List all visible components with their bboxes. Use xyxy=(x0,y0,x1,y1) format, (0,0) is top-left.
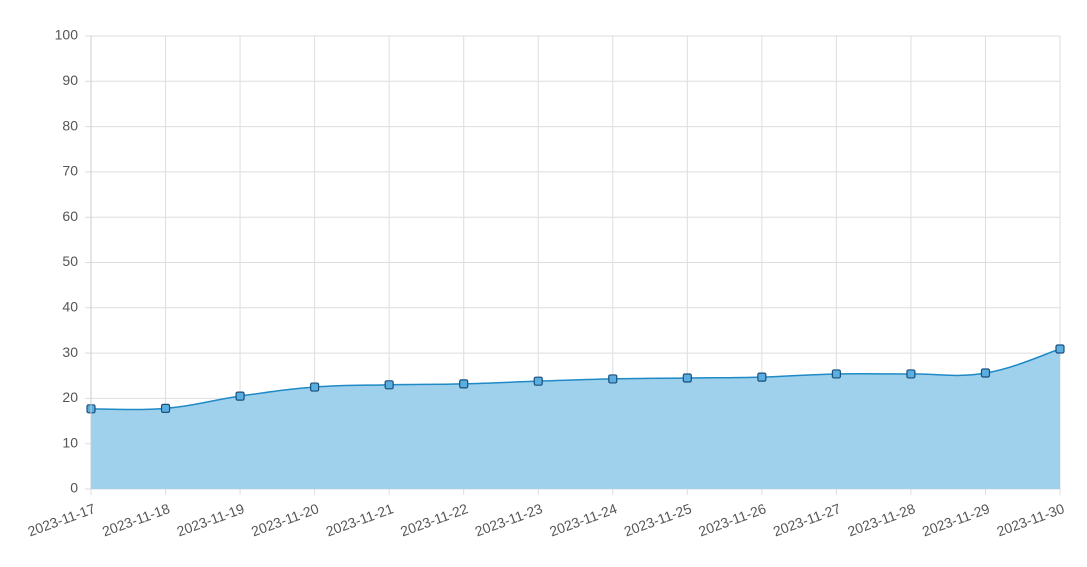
y-tick-label: 90 xyxy=(62,72,78,88)
y-tick-label: 30 xyxy=(62,344,78,360)
point xyxy=(310,382,320,392)
point xyxy=(906,369,916,379)
line xyxy=(90,348,1061,411)
point xyxy=(459,379,469,389)
y-tick-label: 0 xyxy=(70,480,78,496)
point xyxy=(235,391,245,401)
point xyxy=(682,373,692,383)
x-tick-label: 2023-11-25 xyxy=(622,500,694,539)
y-tick-label: 20 xyxy=(62,389,78,405)
y-tick-label: 60 xyxy=(62,208,78,224)
point xyxy=(831,369,841,379)
x-tick-label: 2023-11-24 xyxy=(547,500,619,539)
x-tick-label: 2023-11-27 xyxy=(771,500,843,539)
x-tick-label: 2023-11-21 xyxy=(324,500,396,539)
y-tick-label: 100 xyxy=(55,27,79,43)
y-tick-label: 40 xyxy=(62,299,78,315)
x-tick-label: 2023-11-19 xyxy=(175,500,247,539)
x-tick-label: 2023-11-20 xyxy=(249,500,321,539)
x-tick-label: 2023-11-28 xyxy=(845,500,917,539)
point xyxy=(160,403,171,413)
point xyxy=(1055,344,1065,354)
point xyxy=(533,376,543,386)
y-tick-label: 50 xyxy=(62,253,78,269)
x-tick-label: 2023-11-30 xyxy=(994,500,1066,539)
area xyxy=(91,349,1060,489)
x-tick-label: 2023-11-23 xyxy=(473,500,545,539)
y-tick-label: 70 xyxy=(62,163,78,179)
x-tick-label: 2023-11-18 xyxy=(100,500,172,539)
point xyxy=(608,374,618,384)
x-tick-label: 2023-11-17 xyxy=(25,500,97,539)
y-tick-label: 10 xyxy=(62,434,78,450)
y-tick-label: 80 xyxy=(62,117,78,133)
x-tick-label: 2023-11-29 xyxy=(920,500,992,539)
point xyxy=(757,372,767,382)
x-tick-label: 2023-11-26 xyxy=(696,500,768,539)
x-tick-label: 2023-11-22 xyxy=(398,500,470,539)
point xyxy=(384,380,394,390)
point xyxy=(980,368,991,378)
